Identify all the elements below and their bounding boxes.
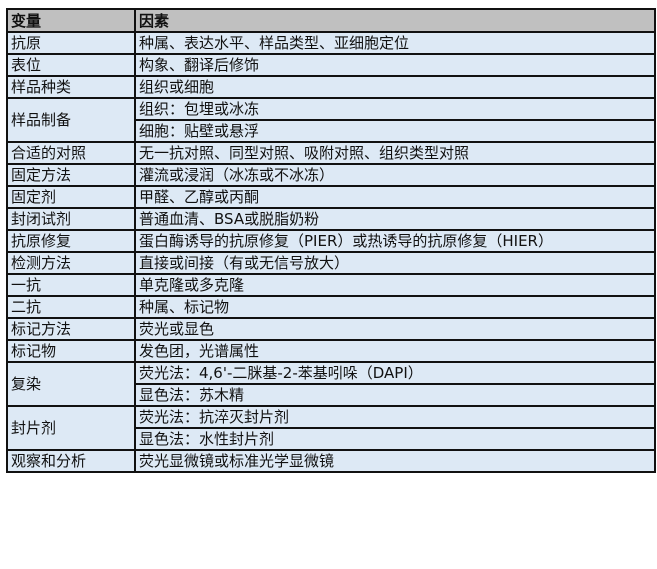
table-row: 标记方法 荧光或显色 xyxy=(6,317,656,341)
table-row: 封片剂 荧光法：抗淬灭封片剂 xyxy=(6,405,656,451)
factor-cell: 直接或间接（有或无信号放大） xyxy=(134,251,656,275)
table-row: 观察和分析 荧光显微镜或标准光学显微镜 xyxy=(6,449,656,473)
table-row: 细胞：贴壁或悬浮 xyxy=(7,119,656,143)
factor-cell: 荧光或显色 xyxy=(134,317,656,341)
factor-cell: 普通血清、BSA或脱脂奶粉 xyxy=(134,207,656,231)
variable-cell: 抗原 xyxy=(6,31,136,55)
factor-cell: 种属、表达水平、样品类型、亚细胞定位 xyxy=(134,31,656,55)
header-variable: 变量 xyxy=(6,8,136,33)
variable-cell: 标记方法 xyxy=(6,317,136,341)
factor-cell: 荧光法：抗淬灭封片剂 xyxy=(134,405,656,429)
variable-cell: 封闭试剂 xyxy=(6,207,136,231)
variable-cell: 复染 xyxy=(6,361,136,407)
factor-cell: 组织或细胞 xyxy=(134,75,656,99)
table-row: 固定方法 灌流或浸润（冰冻或不冰冻） xyxy=(6,163,656,187)
table-row: 抗原修复 蛋白酶诱导的抗原修复（PIER）或热诱导的抗原修复（HIER） xyxy=(6,229,656,253)
factor-cell: 荧光显微镜或标准光学显微镜 xyxy=(134,449,656,473)
table-row: 显色法：苏木精 xyxy=(7,383,656,407)
variable-cell: 合适的对照 xyxy=(6,141,136,165)
factor-cell: 无一抗对照、同型对照、吸附对照、组织类型对照 xyxy=(134,141,656,165)
factor-cell: 组织：包埋或冰冻 xyxy=(134,97,656,121)
table-row: 合适的对照 无一抗对照、同型对照、吸附对照、组织类型对照 xyxy=(6,141,656,165)
variable-cell: 检测方法 xyxy=(6,251,136,275)
factor-cell: 灌流或浸润（冰冻或不冰冻） xyxy=(134,163,656,187)
factor-cell: 发色团，光谱属性 xyxy=(134,339,656,363)
factor-cell: 显色法：苏木精 xyxy=(134,383,656,407)
variable-cell: 封片剂 xyxy=(6,405,136,451)
factor-cell: 构象、翻译后修饰 xyxy=(134,53,656,77)
variable-cell: 表位 xyxy=(6,53,136,77)
variable-cell: 样品制备 xyxy=(6,97,136,143)
variable-cell: 标记物 xyxy=(6,339,136,363)
variable-cell: 抗原修复 xyxy=(6,229,136,253)
factor-cell: 细胞：贴壁或悬浮 xyxy=(134,119,656,143)
table-row: 固定剂 甲醛、乙醇或丙酮 xyxy=(6,185,656,209)
variable-cell: 观察和分析 xyxy=(6,449,136,473)
table-row: 抗原 种属、表达水平、样品类型、亚细胞定位 xyxy=(6,31,656,55)
table-row: 样品种类 组织或细胞 xyxy=(6,75,656,99)
table-row: 表位 构象、翻译后修饰 xyxy=(6,53,656,77)
table-row: 样品制备 组织：包埋或冰冻 xyxy=(6,97,656,143)
factor-cell: 种属、标记物 xyxy=(134,295,656,319)
table-row: 封闭试剂 普通血清、BSA或脱脂奶粉 xyxy=(6,207,656,231)
table-row: 显色法：水性封片剂 xyxy=(7,427,656,451)
table-row: 一抗 单克隆或多克隆 xyxy=(6,273,656,297)
table-row: 复染 荧光法：4,6'-二脒基-2-苯基吲哚（DAPI） xyxy=(6,361,656,407)
factor-cell: 蛋白酶诱导的抗原修复（PIER）或热诱导的抗原修复（HIER） xyxy=(134,229,656,253)
factor-cell: 显色法：水性封片剂 xyxy=(134,427,656,451)
factor-cell: 甲醛、乙醇或丙酮 xyxy=(134,185,656,209)
header-factor: 因素 xyxy=(134,8,656,33)
variable-cell: 二抗 xyxy=(6,295,136,319)
factor-cell: 荧光法：4,6'-二脒基-2-苯基吲哚（DAPI） xyxy=(134,361,656,385)
variables-table: 变量 因素 抗原 种属、表达水平、样品类型、亚细胞定位 表位 构象、翻译后修饰 样品种类… xyxy=(6,8,656,473)
table-row: 检测方法 直接或间接（有或无信号放大） xyxy=(6,251,656,275)
variable-cell: 一抗 xyxy=(6,273,136,297)
table-row: 二抗 种属、标记物 xyxy=(6,295,656,319)
factor-cell: 单克隆或多克隆 xyxy=(134,273,656,297)
variable-cell: 固定方法 xyxy=(6,163,136,187)
variable-cell: 固定剂 xyxy=(6,185,136,209)
header-row: 变量 因素 xyxy=(6,8,656,33)
variable-cell: 样品种类 xyxy=(6,75,136,99)
table-row: 标记物 发色团，光谱属性 xyxy=(6,339,656,363)
